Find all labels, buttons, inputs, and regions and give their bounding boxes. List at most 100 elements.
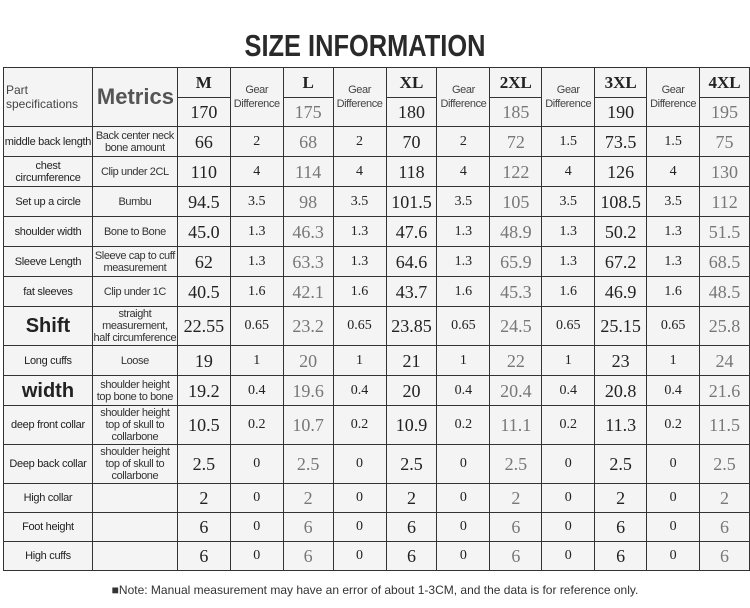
gear-difference-cell: 1.6: [332, 276, 387, 307]
gear-difference-cell: 4: [436, 156, 491, 187]
size-value-cell: 105: [489, 186, 543, 217]
part-label: High cuffs: [3, 541, 93, 571]
size-value-cell: 108.5: [594, 186, 648, 217]
size-value-cell: 66: [176, 126, 231, 157]
metric-label: Clip under 1C: [91, 276, 178, 307]
size-value-cell: 48.9: [489, 216, 543, 247]
part-label: Deep back collar: [3, 444, 93, 484]
size-value-cell: 48.5: [699, 276, 750, 307]
gear-difference-cell: 0.65: [646, 306, 701, 346]
size-label: XL: [385, 67, 438, 98]
gear-difference-cell: 3.5: [436, 186, 491, 217]
gear-difference-cell: 0: [436, 483, 491, 513]
gear-difference-cell: 0.2: [229, 405, 284, 445]
metric-label: Bone to Bone: [91, 216, 178, 247]
gear-difference-cell: 1.3: [646, 216, 701, 247]
part-label: width: [3, 375, 93, 406]
gear-difference-cell: 3.5: [332, 186, 387, 217]
part-label: Foot height: [3, 512, 93, 542]
size-value-cell: 11.3: [594, 405, 648, 445]
size-value-cell: 19: [176, 345, 231, 376]
gear-difference-cell: 1: [541, 345, 596, 376]
size-label: L: [282, 67, 334, 98]
metric-label: straight measurement, half circumference: [91, 306, 178, 346]
size-value-cell: 6: [489, 512, 543, 542]
table-row: Sleeve Length Sleeve cap to cuff measurem…: [3, 246, 750, 277]
gear-difference-cell: 1.5: [541, 126, 596, 157]
gear-difference-cell: 1.6: [646, 276, 701, 307]
size-value-cell: 126: [594, 156, 648, 187]
size-value-cell: 24.5: [489, 306, 543, 346]
size-value-cell: 6: [176, 541, 231, 571]
size-value-cell: 110: [176, 156, 231, 187]
gear-difference-cell: 0.4: [436, 375, 491, 406]
gear-difference-cell: 1.3: [332, 246, 387, 277]
part-label: High collar: [3, 483, 93, 513]
size-value-cell: 2: [176, 483, 231, 513]
gear-difference-cell: 1.3: [229, 216, 284, 247]
size-value-cell: 20: [385, 375, 438, 406]
part-label: Long cuffs: [3, 345, 93, 376]
size-value-cell: 20.4: [489, 375, 543, 406]
size-value-cell: 10.5: [176, 405, 231, 445]
disclaimer-note: ■Note: Manual measurement may have an er…: [111, 583, 639, 597]
height-label: 170: [176, 97, 231, 127]
header-height-row: 170 175 180 185 190 195: [4, 97, 750, 127]
size-value-cell: 47.6: [385, 216, 438, 247]
table-row: High cuffs 6 0 6 0 6 0 6 0 6 0 6: [3, 541, 750, 571]
gear-difference-cell: 1.3: [541, 246, 596, 277]
gear-difference-cell: 3.5: [646, 186, 701, 217]
size-value-cell: 6: [282, 512, 334, 542]
page-title: SIZE INFORMATION: [244, 28, 486, 63]
size-value-cell: 2.5: [176, 444, 231, 484]
gear-difference-cell: 0: [646, 541, 701, 571]
part-label: deep front collar: [3, 405, 93, 445]
metric-label: Bumbu: [91, 186, 178, 217]
gear-difference-cell: 0.65: [541, 306, 596, 346]
size-value-cell: 62: [176, 246, 231, 277]
table-row: width shoulder height top bone to bone 19.…: [3, 375, 750, 406]
size-value-cell: 20.8: [594, 375, 648, 406]
size-value-cell: 2.5: [699, 444, 750, 484]
size-value-cell: 2.5: [594, 444, 648, 484]
height-label: 195: [699, 97, 750, 127]
part-label: Sleeve Length: [3, 246, 93, 277]
gear-difference-cell: 1.3: [229, 246, 284, 277]
gear-difference-cell: 0: [646, 444, 701, 484]
part-label: fat sleeves: [3, 276, 93, 307]
size-value-cell: 2: [385, 483, 438, 513]
metric-label: Loose: [91, 345, 178, 376]
metric-label: shoulder height top of skull to collarbo…: [91, 444, 178, 484]
part-label: Set up a circle: [3, 186, 93, 217]
size-value-cell: 70: [385, 126, 438, 157]
size-value-cell: 67.2: [594, 246, 648, 277]
gear-difference-cell: 0: [229, 541, 284, 571]
size-value-cell: 6: [594, 512, 648, 542]
size-value-cell: 23.85: [385, 306, 438, 346]
size-value-cell: 2.5: [282, 444, 334, 484]
size-value-cell: 50.2: [594, 216, 648, 247]
gear-difference-cell: 0: [541, 483, 596, 513]
gear-difference-cell: 0: [541, 512, 596, 542]
title-area: SIZE INFORMATION: [0, 0, 750, 67]
size-value-cell: 2: [594, 483, 648, 513]
size-label: 2XL: [489, 67, 543, 98]
gear-difference-cell: 2: [436, 126, 491, 157]
size-value-cell: 68: [282, 126, 334, 157]
size-label: M: [176, 67, 231, 98]
gear-difference-cell: 0: [436, 541, 491, 571]
size-value-cell: 72: [489, 126, 543, 157]
gear-difference-cell: 0.4: [541, 375, 596, 406]
height-label: 180: [385, 97, 438, 127]
gear-difference-header: Gear Difference: [332, 67, 387, 127]
gear-difference-cell: 4: [229, 156, 284, 187]
gear-difference-header: Gear Difference: [229, 67, 284, 127]
gear-difference-cell: 0: [229, 483, 284, 513]
size-value-cell: 6: [385, 541, 438, 571]
gear-difference-cell: 0: [229, 444, 284, 484]
header-part-specifications: Part specifications: [3, 67, 93, 127]
gear-difference-cell: 0.4: [229, 375, 284, 406]
metric-label: Sleeve cap to cuff measurement: [91, 246, 178, 277]
size-label: 4XL: [699, 67, 750, 98]
gear-difference-cell: 0: [541, 541, 596, 571]
